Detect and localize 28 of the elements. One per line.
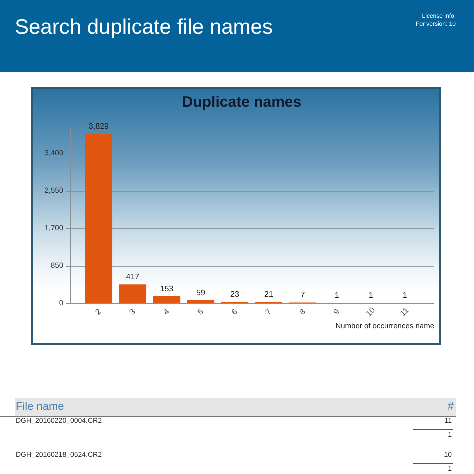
data-label: 23 — [230, 290, 240, 299]
x-tick-label: 5 — [196, 307, 206, 317]
data-label: 1 — [402, 290, 408, 300]
data-label: 153 — [160, 284, 174, 294]
x-tick-label: 11 — [398, 306, 412, 318]
text: File name — [16, 401, 64, 414]
chart-title: Search duplicate file names — [15, 15, 273, 41]
x-tick-label: 4 — [162, 307, 172, 317]
x-tick-label: 9 — [332, 307, 342, 317]
data-label: 7 — [300, 290, 306, 300]
x-tick-label: 2 — [94, 307, 104, 317]
chart-subtitle: Duplicate names — [182, 94, 302, 112]
bar — [153, 296, 181, 303]
data-label: 3,829 — [88, 122, 110, 132]
bar — [85, 134, 113, 303]
data-label: 1 — [334, 290, 340, 300]
data-label: 417 — [126, 272, 140, 282]
x-tick-label: 10 — [364, 305, 378, 318]
data-label: 21 — [264, 290, 274, 300]
data-label: 1 — [368, 290, 374, 300]
x-tick-label: 7 — [264, 307, 274, 317]
x-tick-label: 3 — [128, 307, 138, 317]
x-tick-label: 6 — [230, 307, 240, 317]
text: # — [448, 401, 454, 414]
bar — [119, 284, 147, 303]
data-label: 59 — [196, 288, 206, 298]
bar — [187, 300, 215, 303]
x-tick-label: 8 — [298, 307, 308, 317]
